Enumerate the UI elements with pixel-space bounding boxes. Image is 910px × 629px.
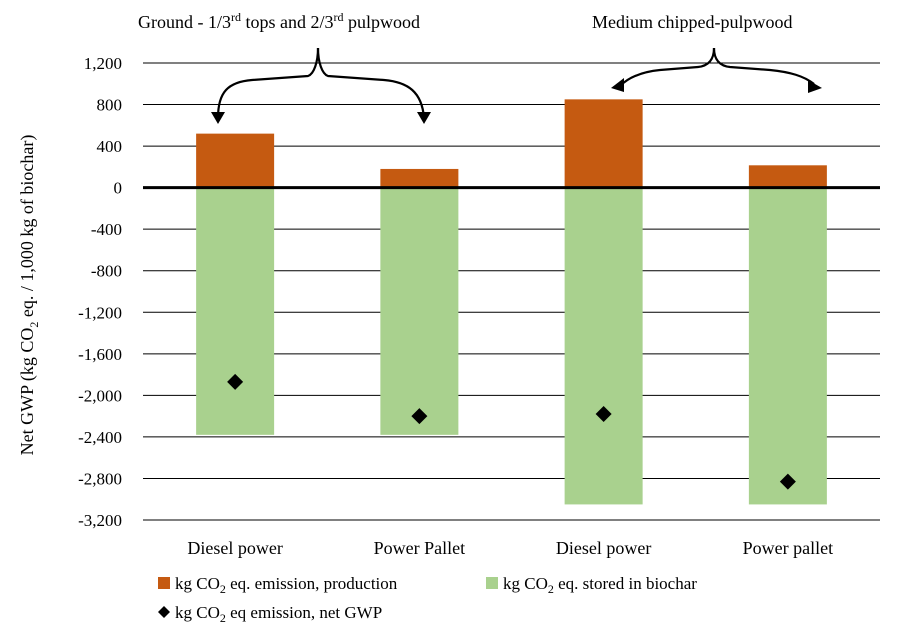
legend-swatch-production (158, 577, 170, 589)
y-tick-label: -2,800 (78, 469, 122, 488)
y-tick-label: -800 (91, 262, 122, 281)
bar (380, 187, 459, 435)
y-tick-label: -2,000 (78, 386, 122, 405)
x-tick-label: Diesel power (556, 538, 651, 558)
y-tick-label: 800 (97, 96, 123, 115)
y-tick-label: 1,200 (84, 54, 122, 73)
bar (380, 168, 459, 188)
net-gwp-markers (227, 373, 796, 490)
y-tick-label: -2,400 (78, 428, 122, 447)
bar (196, 187, 275, 435)
legend-label-net-gwp: kg CO2 eq emission, net GWP (175, 603, 382, 625)
legend: kg CO2 eq. emission, production kg CO2 e… (158, 574, 697, 625)
bar (564, 99, 643, 188)
group-label-medium-chipped: Medium chipped-pulpwood (592, 12, 792, 32)
bar (748, 187, 827, 505)
legend-marker-net-gwp (158, 606, 170, 618)
x-tick-label: Power Pallet (374, 538, 466, 558)
y-tick-label: -3,200 (78, 511, 122, 530)
y-tick-label: -400 (91, 220, 122, 239)
y-axis-label: Net GWP (kg CO2 eq. / 1,000 kg of biocha… (17, 135, 41, 456)
net-gwp-marker (779, 473, 796, 490)
net-gwp-marker (595, 406, 612, 423)
net-gwp-marker (411, 408, 428, 425)
x-tick-label: Power pallet (743, 538, 833, 558)
y-tick-label: -1,600 (78, 345, 122, 364)
net-gwp-marker (227, 373, 244, 390)
x-tick-label: Diesel power (187, 538, 282, 558)
bars (196, 99, 827, 505)
group-label-ground: Ground - 1/3rd tops and 2/3rd pulpwood (138, 10, 420, 32)
brace-arrow-medium (611, 47, 822, 93)
y-tick-label: 0 (114, 179, 123, 198)
legend-swatch-stored (486, 577, 498, 589)
brace-arrow-ground (211, 47, 431, 124)
x-tick-labels: Diesel power Power Pallet Diesel power Powe… (187, 538, 833, 558)
bar (196, 133, 275, 188)
legend-label-production: kg CO2 eq. emission, production (175, 574, 398, 596)
y-tick-label: -1,200 (78, 303, 122, 322)
bar (748, 165, 827, 188)
y-tick-label: 400 (97, 137, 123, 156)
bar (564, 187, 643, 505)
legend-label-stored: kg CO2 eq. stored in biochar (503, 574, 697, 596)
y-tick-labels: 1,200 800 400 0 -400 -800 -1,200 -1,600 -2,000 -2… (78, 54, 122, 530)
